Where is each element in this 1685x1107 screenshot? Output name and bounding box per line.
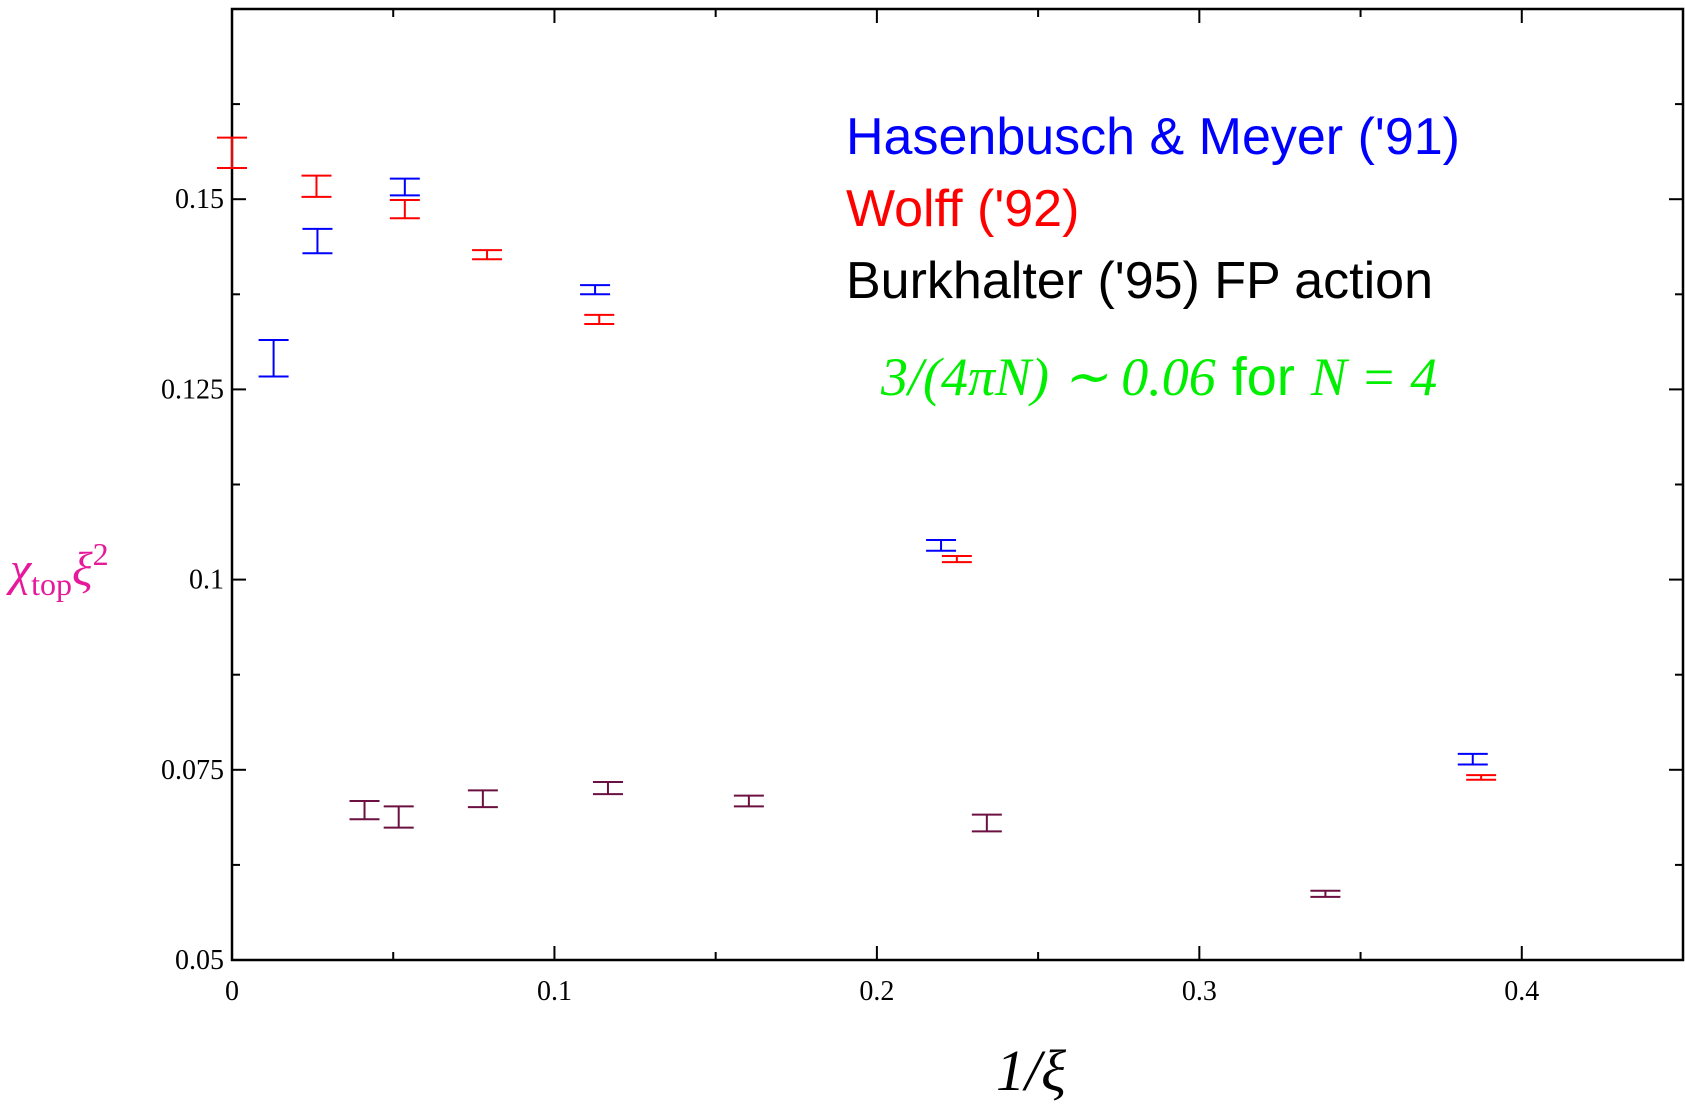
- x-tick-label: 0.4: [1504, 976, 1539, 1007]
- legend-entry: Burkhalter ('95) FP action: [846, 252, 1433, 310]
- error-bar: [584, 313, 615, 325]
- error-bar: [1310, 889, 1341, 898]
- error-bar: [971, 813, 1002, 833]
- error-bar: [389, 198, 420, 220]
- error-bar: [302, 227, 333, 255]
- annotation-math: 3/(4πN) ∼ 0.06: [880, 347, 1216, 407]
- error-bar: [383, 805, 414, 829]
- y-tick-label: 0.075: [161, 755, 224, 786]
- annotation-math: N = 4: [1310, 347, 1437, 407]
- error-bar: [592, 780, 623, 796]
- x-tick-label: 0.1: [537, 976, 572, 1007]
- error-bar: [349, 799, 380, 821]
- y-label-rest: ξ: [72, 543, 93, 596]
- annotation: 3/(4πN) ∼ 0.06 for N = 4: [880, 347, 1437, 407]
- error-bar: [1466, 774, 1497, 781]
- error-bar: [258, 338, 289, 378]
- error-bar: [941, 555, 972, 564]
- x-tick-label: 0: [225, 976, 239, 1007]
- y-tick-label: 0.05: [175, 945, 224, 976]
- y-tick-label: 0.1: [189, 565, 224, 596]
- error-bar: [1457, 752, 1488, 766]
- error-bar: [467, 789, 498, 809]
- error-bar: [580, 284, 611, 296]
- x-tick-label: 0.2: [859, 976, 894, 1007]
- y-tick-label: 0.15: [175, 184, 224, 215]
- annotation-text: for: [1232, 347, 1295, 407]
- error-bar: [217, 136, 247, 170]
- error-bar: [733, 794, 764, 808]
- error-bar: [472, 249, 503, 261]
- error-bar: [389, 177, 420, 197]
- x-axis-label: 1/ξ: [996, 1038, 1066, 1103]
- y-label-base: χ: [6, 543, 33, 596]
- legend-entry: Hasenbusch & Meyer ('91): [846, 108, 1460, 166]
- y-label-sub: top: [31, 566, 72, 602]
- legend-entry: Wolff ('92): [846, 180, 1079, 238]
- y-label-sup: 2: [93, 536, 109, 572]
- y-tick-label: 0.125: [161, 374, 224, 405]
- x-tick-label: 0.3: [1182, 976, 1217, 1007]
- error-bar: [301, 174, 332, 198]
- error-bar: [926, 539, 957, 552]
- y-axis-label: χtopξ2: [6, 536, 109, 602]
